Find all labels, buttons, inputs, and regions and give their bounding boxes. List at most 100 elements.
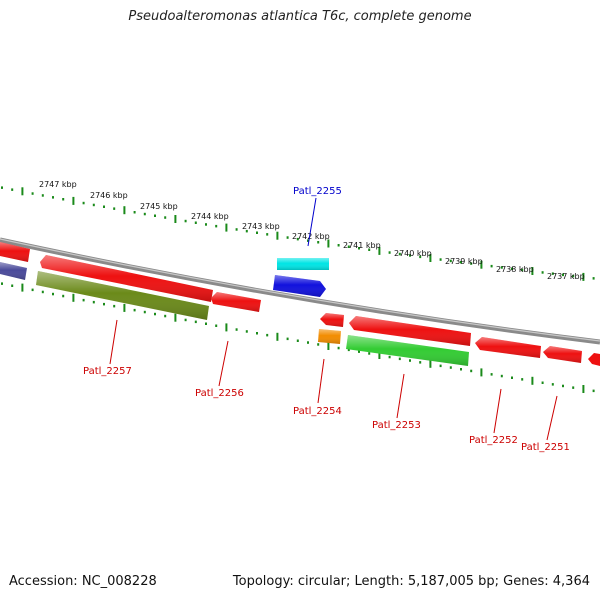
major-tick <box>429 254 432 262</box>
minor-tick <box>460 261 462 264</box>
feature-shine <box>320 313 344 327</box>
minor-tick <box>82 201 85 205</box>
minor-tick <box>52 196 54 199</box>
outer-tick-ruler <box>1 186 595 281</box>
reverse-strand-features <box>36 271 600 366</box>
minor-tick <box>541 271 544 274</box>
minor-tick <box>449 259 452 263</box>
feature-rev-red-right[interactable] <box>588 353 600 366</box>
feature-shine <box>318 329 341 344</box>
minor-tick <box>307 239 309 242</box>
major-tick <box>123 303 126 312</box>
major-tick <box>276 332 279 341</box>
minor-tick <box>368 352 371 355</box>
kbp-label-2744: 2744 kbp <box>191 212 229 221</box>
minor-tick <box>133 211 136 214</box>
feature-shine <box>346 335 469 366</box>
minor-tick <box>296 237 299 241</box>
minor-tick <box>337 346 340 350</box>
accession-text: Accession: NC_008228 <box>9 574 157 589</box>
major-tick <box>582 385 585 393</box>
gene-label-Patl_2253[interactable]: Patl_2253 <box>372 420 421 431</box>
minor-tick <box>194 221 197 224</box>
major-tick <box>123 206 126 215</box>
minor-tick <box>439 364 442 368</box>
kbp-label-2743: 2743 kbp <box>242 222 280 231</box>
major-tick <box>327 342 330 350</box>
minor-tick <box>11 188 14 191</box>
feature-shine <box>0 242 30 262</box>
minor-tick <box>572 274 575 278</box>
gene-label-Patl_2255[interactable]: Patl_2255 <box>293 186 342 197</box>
leader-Patl_2257 <box>109 319 118 365</box>
minor-tick <box>460 368 462 371</box>
gene-label-Patl_2252[interactable]: Patl_2252 <box>469 435 518 446</box>
minor-tick <box>398 357 401 361</box>
map-title: Pseudoalteromonas atlantica T6c, complet… <box>128 9 472 24</box>
minor-tick <box>449 366 452 369</box>
gene-label-Patl_2257[interactable]: Patl_2257 <box>83 366 132 377</box>
minor-tick <box>592 389 595 393</box>
feature-shine <box>475 337 541 358</box>
minor-tick <box>388 355 391 359</box>
kbp-label-2742: 2742 kbp <box>292 232 330 241</box>
gene-label-Patl_2256[interactable]: Patl_2256 <box>195 388 244 399</box>
major-tick <box>378 351 381 359</box>
minor-tick <box>266 233 269 236</box>
feature-shine <box>211 292 261 312</box>
minor-tick <box>296 339 299 342</box>
kbp-labels: 2747 kbp 2746 kbp 2745 kbp 2744 kbp 2743… <box>39 180 585 281</box>
feature-shine <box>543 346 582 363</box>
minor-tick <box>184 219 187 223</box>
minor-tick <box>419 361 422 364</box>
minor-tick <box>470 262 473 265</box>
gene-label-Patl_2251[interactable]: Patl_2251 <box>521 442 570 453</box>
minor-tick <box>500 374 503 378</box>
minor-tick <box>143 310 146 314</box>
minor-tick <box>235 228 238 231</box>
kbp-label-2738: 2738 kbp <box>496 265 534 274</box>
kbp-label-2739: 2739 kbp <box>445 257 483 266</box>
minor-tick <box>551 383 554 386</box>
minor-tick <box>286 337 289 341</box>
major-tick <box>378 246 381 255</box>
major-tick <box>480 368 483 377</box>
minor-tick <box>154 312 156 316</box>
minor-tick <box>41 290 44 294</box>
minor-tick <box>266 333 269 337</box>
minor-tick <box>164 216 167 219</box>
leader-Patl_2252 <box>493 388 502 434</box>
minor-tick <box>358 247 360 250</box>
major-tick <box>225 323 228 332</box>
minor-tick <box>256 231 258 234</box>
minor-tick <box>388 251 391 254</box>
minor-tick <box>592 277 595 280</box>
minor-tick <box>103 302 105 306</box>
minor-tick <box>521 378 524 381</box>
minor-tick <box>562 384 564 388</box>
feature-shine <box>273 275 326 297</box>
major-tick <box>174 215 177 223</box>
major-tick <box>582 272 585 281</box>
minor-tick <box>490 373 493 376</box>
minor-tick <box>337 244 340 247</box>
minor-tick <box>82 298 85 302</box>
minor-tick <box>358 350 360 353</box>
minor-tick <box>235 328 238 331</box>
minor-tick <box>511 376 513 379</box>
feature-shine <box>36 271 209 320</box>
minor-tick <box>205 322 207 325</box>
feature-shine <box>349 316 471 346</box>
leader-Patl_2253 <box>396 373 405 419</box>
minor-tick <box>31 192 34 195</box>
minor-tick <box>368 248 371 251</box>
minor-tick <box>409 359 411 362</box>
genome-stats-text: Topology: circular; Length: 5,187,005 bp… <box>232 574 590 589</box>
minor-tick <box>511 267 513 270</box>
minor-tick <box>562 273 564 277</box>
gene-label-Patl_2254[interactable]: Patl_2254 <box>293 406 342 417</box>
kbp-label-2737: 2737 kbp <box>547 272 585 281</box>
leader-Patl_2256 <box>218 340 229 387</box>
major-tick <box>21 283 24 292</box>
